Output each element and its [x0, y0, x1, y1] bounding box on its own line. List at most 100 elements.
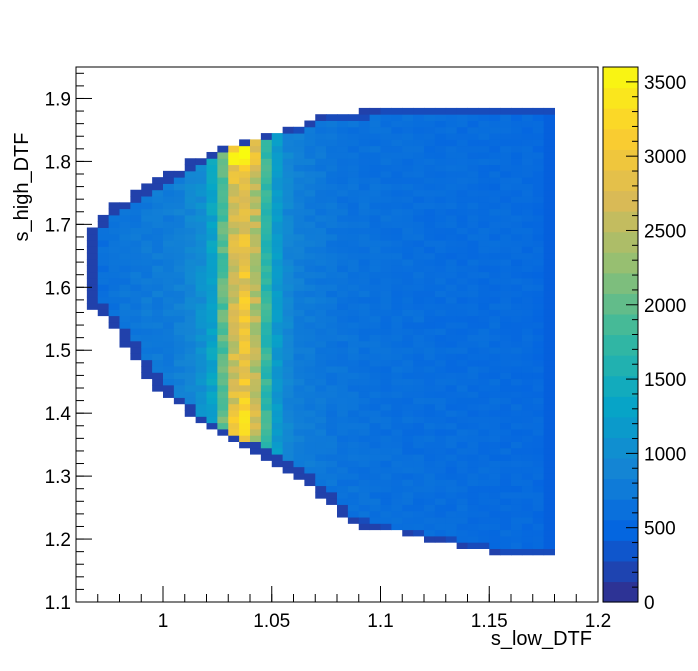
heatmap-cell — [271, 227, 284, 235]
heatmap-cell — [260, 290, 273, 298]
heatmap-cell — [271, 208, 284, 216]
heatmap-cell — [467, 221, 479, 228]
heatmap-cell — [456, 133, 468, 140]
heatmap-cell — [206, 221, 218, 228]
heatmap-cell — [228, 397, 240, 405]
heatmap-cell — [467, 365, 479, 373]
heatmap-cell — [337, 334, 349, 342]
heatmap-cell — [500, 227, 512, 235]
heatmap-cell — [500, 347, 512, 354]
heatmap-cell — [467, 435, 479, 442]
heatmap-cell — [478, 164, 490, 172]
heatmap-cell — [489, 196, 501, 203]
heatmap-cell — [326, 145, 338, 153]
heatmap-cell — [337, 265, 349, 273]
heatmap-cell — [271, 177, 284, 184]
heatmap-cell — [521, 397, 534, 405]
heatmap-cell — [511, 485, 523, 493]
heatmap-cell — [521, 271, 534, 279]
heatmap-cell — [467, 466, 479, 474]
heatmap-cell — [260, 384, 273, 392]
heatmap-cell — [543, 485, 555, 493]
heatmap-cell — [424, 435, 436, 442]
heatmap-cell — [511, 422, 523, 430]
heatmap-cell — [521, 328, 534, 335]
heatmap-cell — [543, 510, 555, 518]
heatmap-cell — [173, 372, 186, 380]
heatmap-cell — [467, 491, 479, 499]
heatmap-cell — [456, 252, 468, 260]
heatmap-cell — [467, 208, 479, 216]
heatmap-cell — [152, 214, 164, 222]
heatmap-cell — [402, 151, 414, 159]
heatmap-cell — [293, 365, 305, 373]
heatmap-cell — [478, 139, 490, 147]
heatmap-cell — [337, 391, 349, 398]
heatmap-cell — [402, 107, 414, 115]
heatmap-cell — [391, 460, 403, 468]
heatmap-cell — [315, 466, 327, 474]
heatmap-cell — [358, 246, 371, 254]
heatmap-cell — [119, 334, 131, 342]
heatmap-cell — [467, 328, 479, 335]
heatmap-cell — [424, 504, 436, 512]
heatmap-cell — [239, 139, 251, 147]
heatmap-cell — [467, 422, 479, 430]
heatmap-cell — [337, 271, 349, 279]
heatmap-cell — [347, 233, 360, 241]
heatmap-cell — [152, 240, 164, 247]
heatmap-cell — [424, 384, 436, 392]
heatmap-cell — [347, 309, 360, 317]
heatmap-cell — [271, 328, 284, 335]
heatmap-cell — [369, 422, 381, 430]
heatmap-cell — [434, 183, 447, 191]
heatmap-cell — [369, 416, 381, 424]
heatmap-cell — [467, 353, 479, 361]
heatmap-cell — [478, 303, 490, 310]
heatmap-cell — [184, 397, 197, 405]
heatmap-cell — [217, 240, 229, 247]
heatmap-cell — [402, 472, 414, 480]
heatmap-cell — [380, 315, 392, 323]
heatmap-cell — [445, 265, 458, 273]
heatmap-cell — [402, 510, 414, 518]
heatmap-cell — [467, 139, 479, 147]
heatmap-cell — [304, 158, 316, 166]
heatmap-cell — [304, 177, 316, 184]
heatmap-cell — [228, 246, 240, 254]
heatmap-cell — [326, 321, 338, 329]
heatmap-cell — [239, 435, 251, 442]
heatmap-cell — [86, 252, 99, 260]
heatmap-cell — [532, 397, 545, 405]
heatmap-cell — [391, 214, 403, 222]
heatmap-cell — [456, 435, 468, 442]
heatmap-cell — [467, 485, 479, 493]
heatmap-cell — [326, 378, 338, 386]
heatmap-cell — [271, 139, 284, 147]
heatmap-cell — [304, 196, 316, 203]
heatmap-cell — [195, 391, 207, 398]
heatmap-cell — [141, 240, 153, 247]
heatmap-cell — [434, 227, 447, 235]
heatmap-cell — [184, 196, 197, 203]
heatmap-cell — [130, 240, 142, 247]
colorbar-band — [603, 108, 638, 130]
heatmap-cell — [434, 479, 447, 487]
heatmap-cell — [315, 252, 327, 260]
heatmap-cell — [391, 397, 403, 405]
y-tick-label: 1.8 — [45, 152, 71, 173]
heatmap-cell — [391, 340, 403, 348]
heatmap-cell — [380, 246, 392, 254]
heatmap-cell — [521, 359, 534, 367]
heatmap-cell — [337, 164, 349, 172]
heatmap-cell — [271, 246, 284, 254]
heatmap-cell — [228, 416, 240, 424]
heatmap-cell — [152, 227, 164, 235]
heatmap-cell — [304, 139, 316, 147]
heatmap-cell — [543, 340, 555, 348]
heatmap-cell — [532, 410, 545, 417]
heatmap-cell — [532, 164, 545, 172]
heatmap-cell — [380, 472, 392, 480]
heatmap-cell — [511, 504, 523, 512]
heatmap-cell — [347, 277, 360, 285]
